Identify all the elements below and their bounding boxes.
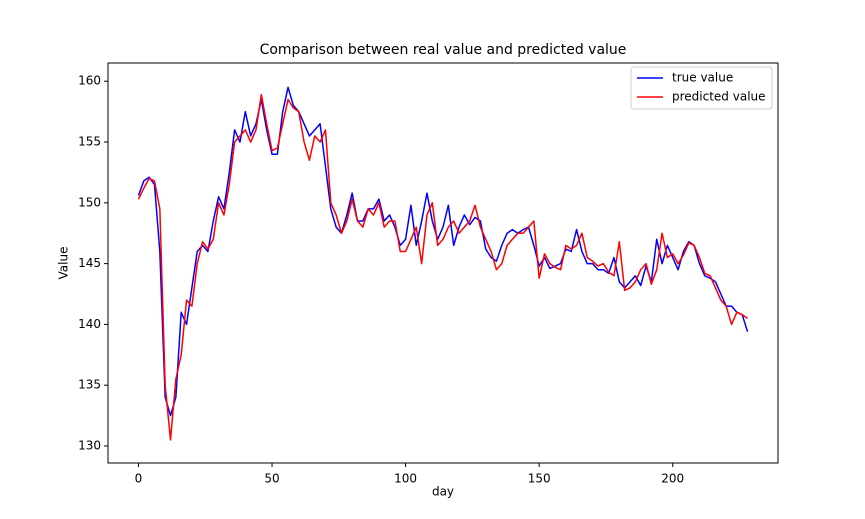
y-axis-label: Value xyxy=(57,247,71,280)
series-line xyxy=(137,93,748,441)
x-tick-label: 0 xyxy=(135,472,143,486)
x-tick-label: 100 xyxy=(394,472,417,486)
legend-box xyxy=(630,66,773,110)
x-axis-label: day xyxy=(432,485,454,499)
plot-frame xyxy=(107,62,779,464)
y-tick-label: 145 xyxy=(78,256,101,270)
y-tick-label: 140 xyxy=(78,317,101,331)
x-tick-label: 150 xyxy=(528,472,551,486)
x-tick-label: 200 xyxy=(661,472,684,486)
legend: true value predicted value xyxy=(630,66,773,110)
y-tick-label: 155 xyxy=(78,135,101,149)
legend-label: true value xyxy=(672,71,733,85)
y-tick-label: 130 xyxy=(78,438,101,452)
y-tick-label: 135 xyxy=(78,378,101,392)
y-tick-label: 150 xyxy=(78,195,101,209)
legend-label: predicted value xyxy=(672,90,766,104)
y-tick-label: 160 xyxy=(78,74,101,88)
x-tick-label: 50 xyxy=(264,472,279,486)
chart-title: Comparison between real value and predic… xyxy=(260,42,627,58)
